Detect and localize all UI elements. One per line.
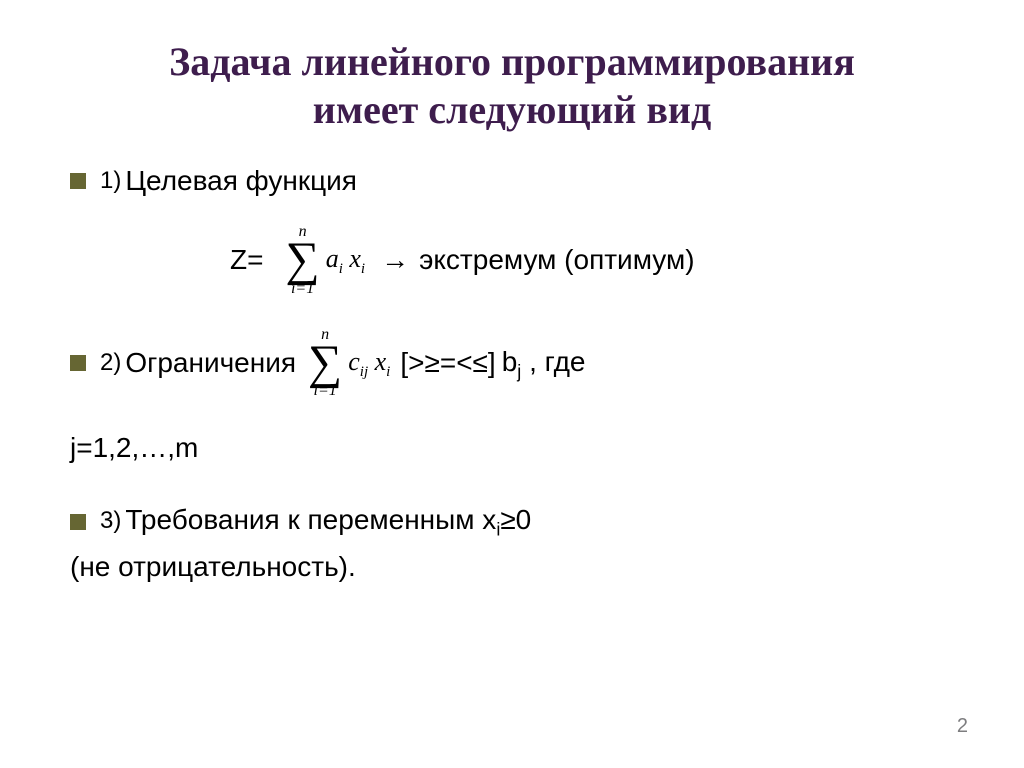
sigma-icon: ∑ (308, 343, 342, 384)
sum-2-body: cij xi (348, 344, 390, 382)
title-line-2: имеет следующий вид (313, 87, 711, 132)
page-number: 2 (957, 715, 968, 738)
item-1-header: 1) Целевая функция (70, 162, 954, 200)
bullet-icon (70, 355, 86, 371)
sum-2: n ∑ i=1 (308, 327, 342, 400)
item-3-number: 3) (100, 505, 121, 537)
slide-title: Задача линейного программирования имеет … (70, 38, 954, 134)
b-j: bj , где (502, 343, 586, 384)
item-1-number: 1) (100, 165, 121, 197)
item-1-label: Целевая функция (125, 162, 357, 200)
slide-body: 1) Целевая функция Z= n ∑ i=1 ai xi → эк… (70, 162, 954, 586)
item-3-text: Требования к переменным xi≥0 (125, 501, 531, 542)
item-1-formula: Z= n ∑ i=1 ai xi → экстремум (оптимум) (70, 224, 954, 297)
relation-brackets: [>≥=<≤] (400, 344, 495, 382)
sum-2-lower: i=1 (314, 383, 337, 399)
arrow-icon: → (381, 241, 409, 279)
bullet-icon (70, 514, 86, 530)
sum-1: n ∑ i=1 (285, 224, 319, 297)
sum-1-body: ai xi (326, 241, 365, 279)
sum-1-lower: i=1 (291, 281, 314, 297)
z-equals: Z= (230, 241, 263, 279)
last-line: (не отрицательность). (70, 548, 954, 586)
sigma-icon: ∑ (285, 240, 319, 281)
j-range: j=1,2,…,m (70, 429, 954, 467)
bullet-icon (70, 173, 86, 189)
item-2: 2) Ограничения n ∑ i=1 cij xi [>≥=<≤] bj… (70, 327, 954, 400)
item-3: 3) Требования к переменным xi≥0 (70, 501, 954, 542)
title-line-1: Задача линейного программирования (169, 39, 855, 84)
item-2-number: 2) (100, 347, 121, 379)
item-1-tail: экстремум (оптимум) (419, 241, 694, 279)
item-2-label: Ограничения (125, 344, 296, 382)
